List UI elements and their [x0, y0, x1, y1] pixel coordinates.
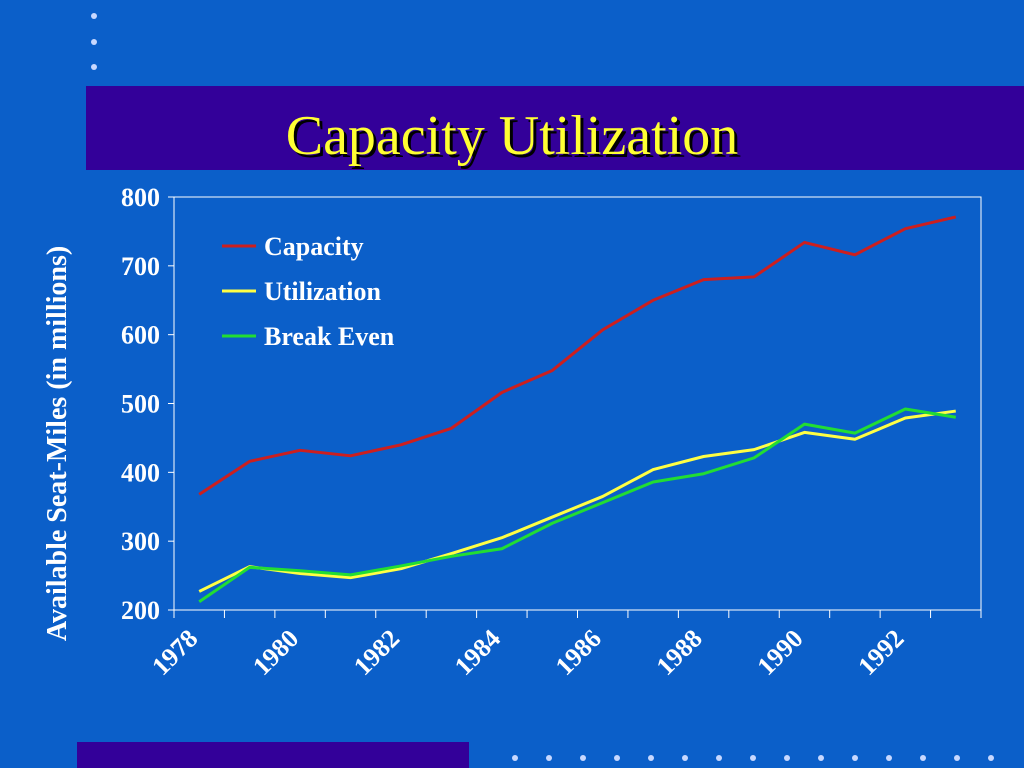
y-tick-label: 500 — [121, 390, 160, 419]
x-tick-label: 1984 — [449, 624, 506, 681]
decor-dot — [818, 755, 824, 761]
y-tick-label: 600 — [121, 321, 160, 350]
slide-title: Capacity Utilization — [285, 105, 739, 167]
decor-dot — [512, 755, 518, 761]
legend-label: Capacity — [264, 232, 364, 261]
decor-dot — [886, 755, 892, 761]
decor-dot — [954, 755, 960, 761]
x-tick-label: 1986 — [550, 624, 607, 681]
bottom-band — [77, 742, 469, 768]
decor-dot — [716, 755, 722, 761]
x-tick-label: 1982 — [348, 624, 405, 681]
decor-dot — [682, 755, 688, 761]
decor-dot — [920, 755, 926, 761]
legend-label: Break Even — [264, 322, 395, 351]
decor-dot — [91, 39, 97, 45]
x-tick-label: 1988 — [651, 624, 708, 681]
decor-dot — [91, 64, 97, 70]
decor-dot — [614, 755, 620, 761]
y-axis-title: Available Seat-Miles (in millions) — [42, 246, 73, 641]
decor-dot — [546, 755, 552, 761]
series-line-utilization — [198, 409, 956, 593]
decor-dot — [580, 755, 586, 761]
y-tick-label: 800 — [121, 183, 160, 212]
x-tick-label: 1992 — [852, 624, 909, 681]
y-tick-label: 400 — [121, 458, 160, 487]
decor-dot — [91, 13, 97, 19]
title-band — [86, 86, 1024, 170]
y-tick-label: 200 — [121, 596, 160, 625]
legend-label: Utilization — [264, 277, 382, 306]
decor-dot — [648, 755, 654, 761]
x-tick-label: 1978 — [146, 624, 203, 681]
decor-dot — [852, 755, 858, 761]
y-tick-label: 300 — [121, 527, 160, 556]
decor-dot — [988, 755, 994, 761]
decor-dot — [750, 755, 756, 761]
x-tick-label: 1990 — [751, 624, 808, 681]
x-tick-label: 1980 — [247, 624, 304, 681]
y-tick-label: 700 — [121, 252, 160, 281]
series-line-capacity — [198, 215, 957, 496]
decor-dot — [784, 755, 790, 761]
series-line-break-even — [198, 407, 957, 603]
